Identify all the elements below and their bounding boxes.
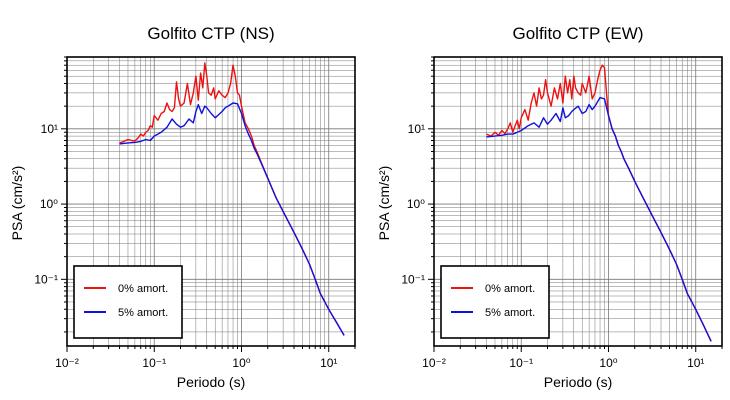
y-tick-label: 10⁻¹	[34, 272, 58, 286]
x-tick-label: 10¹	[687, 356, 704, 370]
legend-label: 5% amort.	[118, 307, 168, 319]
series-line-five-damping	[486, 96, 712, 342]
x-axis-label: Periodo (s)	[544, 374, 612, 390]
y-tick-label: 10⁰	[40, 197, 58, 211]
legend-label: 0% amort.	[485, 283, 535, 295]
legend-box	[440, 265, 550, 339]
legend-box	[73, 265, 183, 339]
y-tick-label: 10¹	[408, 122, 425, 136]
x-tick-label: 10⁻²	[55, 356, 79, 370]
x-tick-label: 10⁻¹	[142, 356, 166, 370]
x-tick-label: 10⁻¹	[509, 356, 533, 370]
legend-label: 5% amort.	[485, 307, 535, 319]
legend: 0% amort. 5% amort.	[440, 265, 550, 339]
x-tick-label: 10⁻²	[422, 356, 446, 370]
chart-title: Golfito CTP (EW)	[513, 24, 644, 43]
series-line-five-damping	[119, 102, 345, 336]
legend: 0% amort. 5% amort.	[73, 265, 183, 339]
chart-title: Golfito CTP (NS)	[147, 24, 274, 43]
chart-panel-ns: Golfito CTP (NS) 10⁻² 10⁻¹ 10⁰ 10¹ 10⁻¹ 10⁰ 10…	[9, 24, 356, 390]
y-tick-label: 10⁰	[407, 197, 425, 211]
y-tick-label: 10¹	[41, 122, 58, 136]
x-axis-label: Periodo (s)	[177, 374, 245, 390]
legend-label: 0% amort.	[118, 283, 168, 295]
plot-frame	[66, 56, 356, 347]
y-tick-label: 10⁻¹	[401, 272, 425, 286]
chart-panel-ew: Golfito CTP (EW) 10⁻² 10⁻¹ 10⁰ 10¹ 10⁻¹ 10⁰ 10…	[376, 24, 723, 390]
x-tick-label: 10⁰	[599, 356, 617, 370]
x-tick-label: 10⁰	[232, 356, 250, 370]
y-axis-label: PSA (cm/s²)	[9, 166, 25, 241]
y-axis-label: PSA (cm/s²)	[376, 166, 392, 241]
plot-frame	[433, 56, 723, 347]
x-tick-label: 10¹	[320, 356, 337, 370]
